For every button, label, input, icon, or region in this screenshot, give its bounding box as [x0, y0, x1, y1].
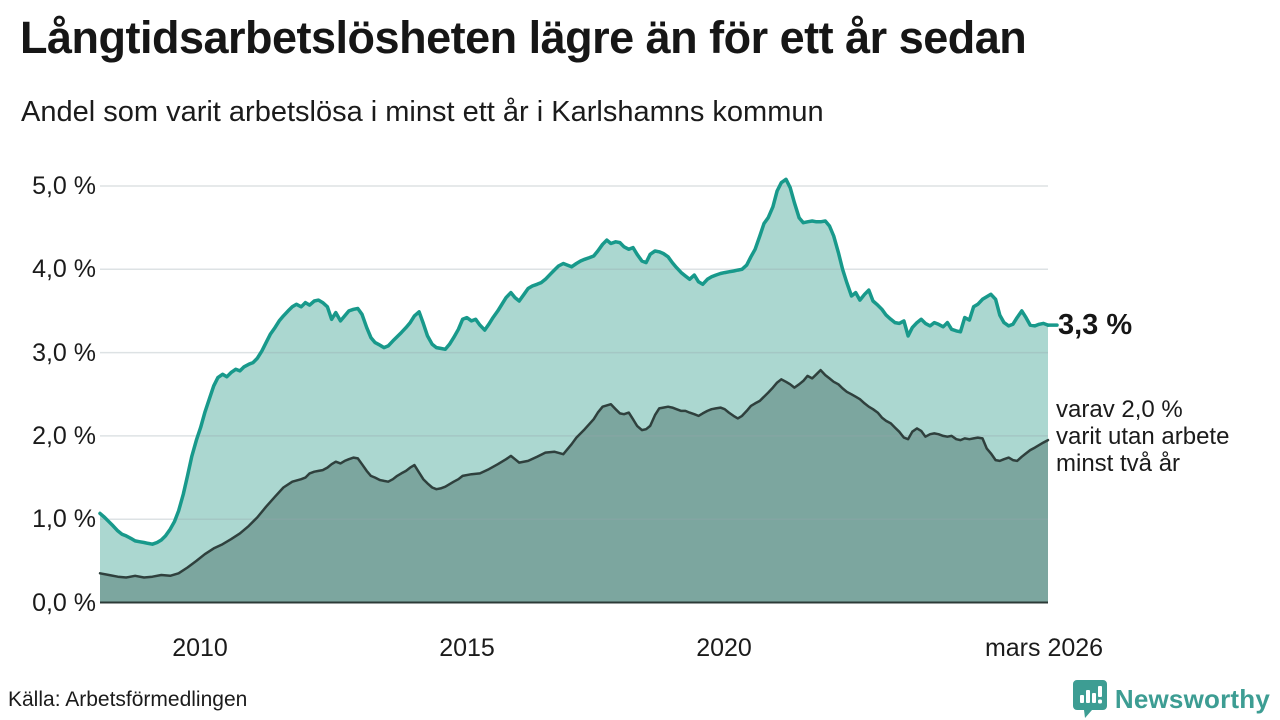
secondary-area-fill — [100, 370, 1048, 603]
area-chart-plot — [98, 177, 1059, 604]
source-note: Källa: Arbetsförmedlingen — [8, 688, 248, 711]
newsworthy-icon — [1072, 680, 1107, 718]
y-tick-label: 5,0 % — [32, 172, 96, 200]
secondary-series-line — [98, 368, 1050, 579]
x-tick-label: mars 2026 — [984, 634, 1104, 662]
secondary-series-note-line: minst två år — [1056, 450, 1181, 477]
secondary-series-note: varav 2,0 % varit utan arbete minst två … — [1056, 396, 1229, 477]
x-tick-label: 2015 — [439, 634, 495, 662]
brand-logo: Newsworthy — [1072, 679, 1270, 719]
x-tick-label: 2010 — [172, 634, 228, 662]
primary-series-line — [98, 177, 1050, 546]
y-tick-label: 2,0 % — [32, 422, 96, 450]
secondary-series-note-line: varav 2,0 % — [1056, 396, 1183, 423]
y-tick-label: 4,0 % — [32, 255, 96, 283]
page-title: Långtidsarbetslösheten lägre än för ett … — [20, 12, 1027, 63]
y-tick-label: 0,0 % — [32, 588, 96, 617]
brand-wordmark: Newsworthy — [1114, 683, 1270, 714]
page-subtitle: Andel som varit arbetslösa i minst ett å… — [21, 96, 824, 128]
x-tick-label: 2020 — [696, 634, 752, 662]
series-end-value-label: 3,3 % — [1058, 309, 1133, 341]
secondary-series-note-line: varit utan arbete — [1056, 423, 1230, 450]
y-tick-label: 3,0 % — [32, 338, 96, 367]
y-tick-label: 1,0 % — [32, 505, 96, 533]
